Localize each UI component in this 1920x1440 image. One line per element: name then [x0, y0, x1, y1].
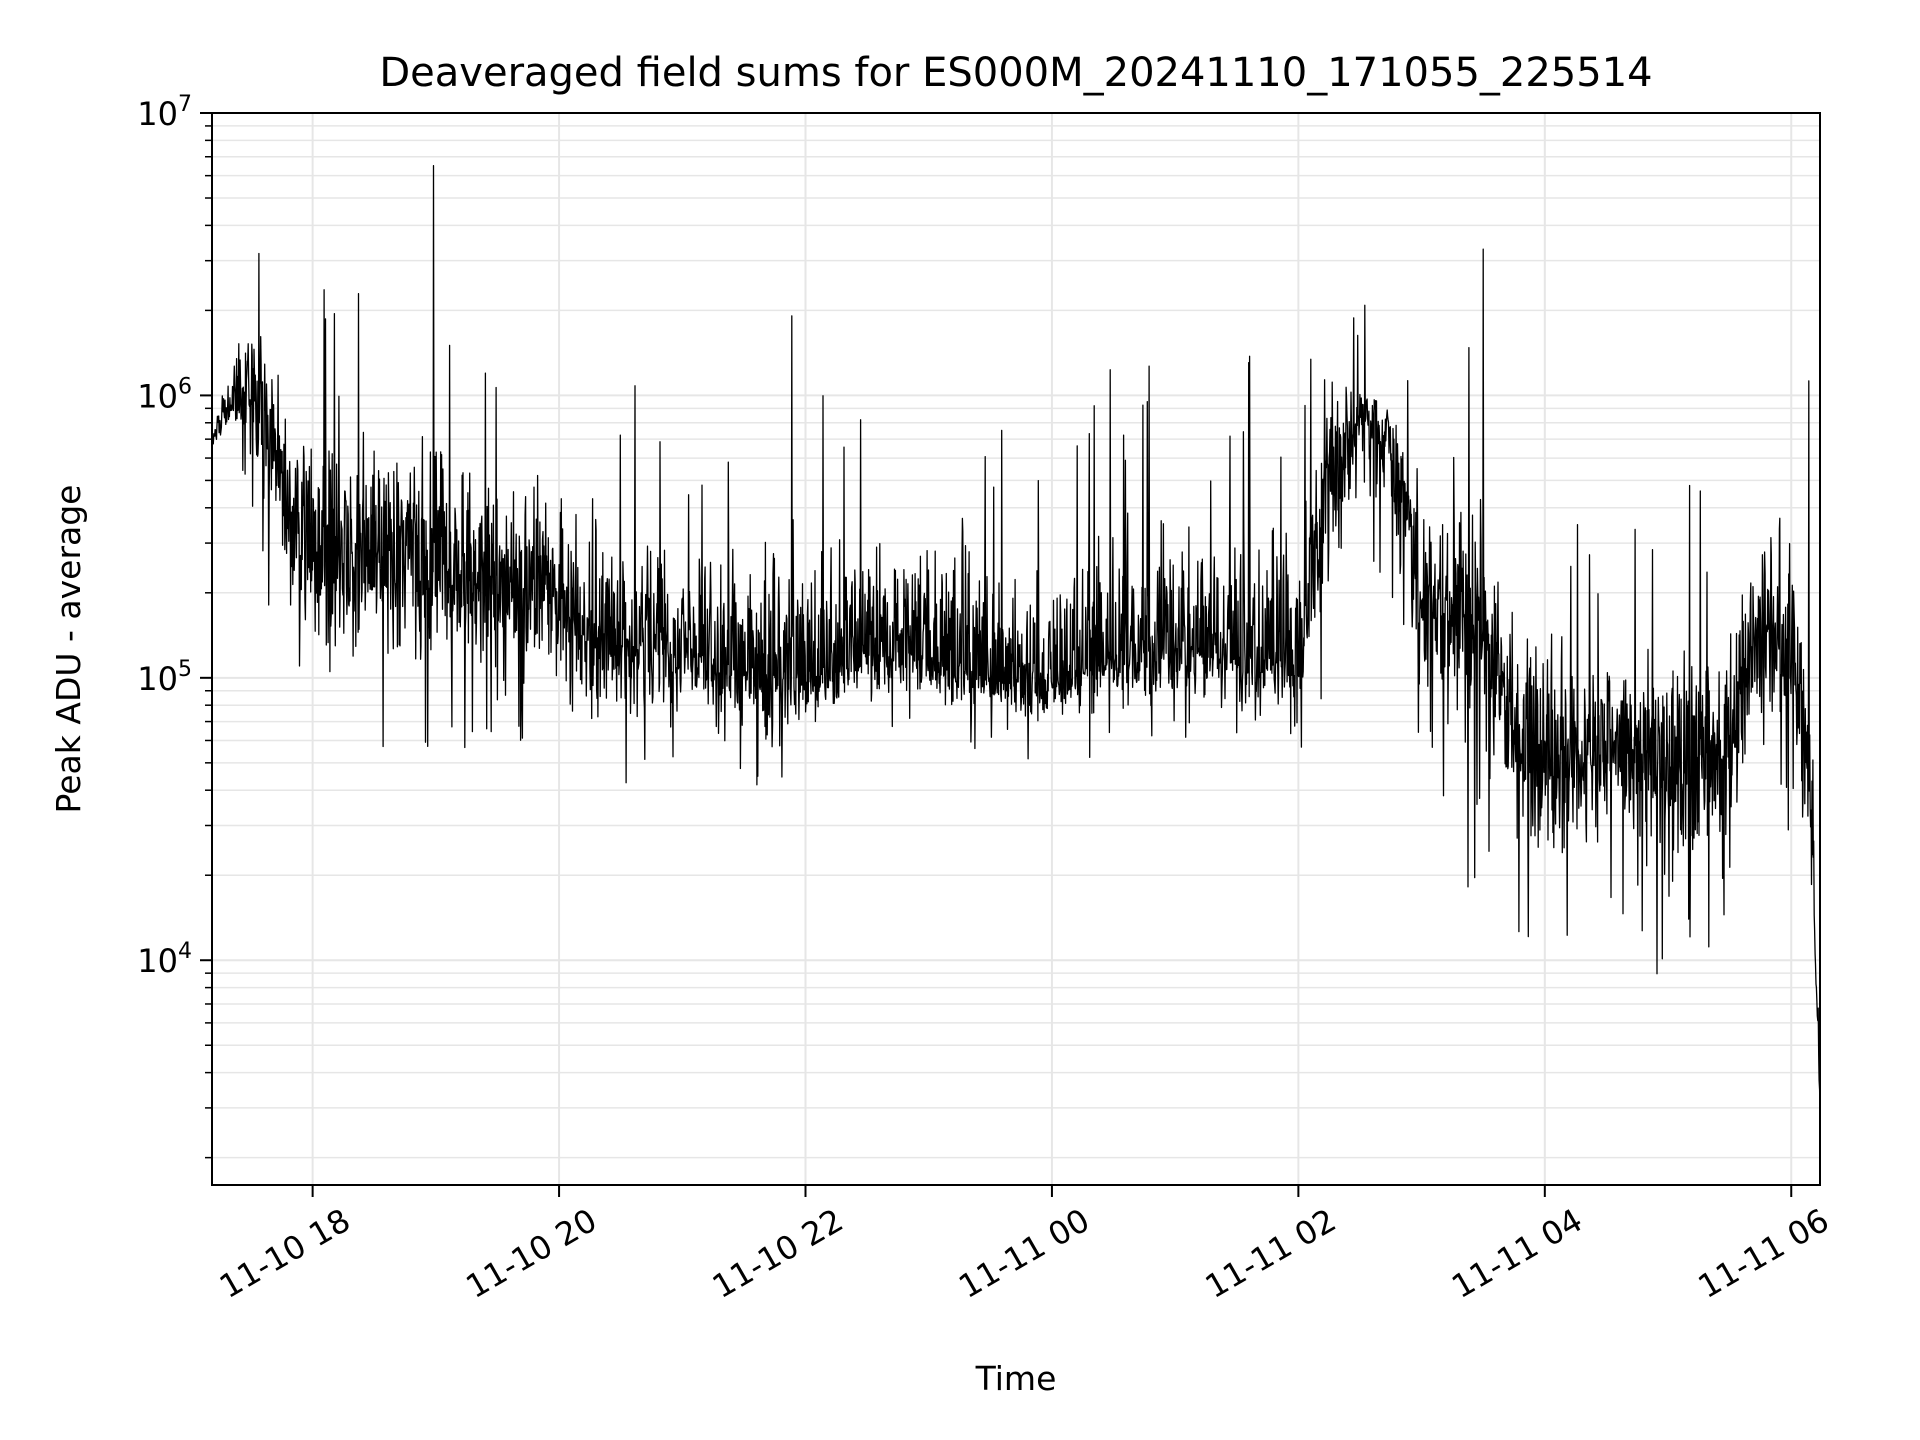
plot-area-frame	[211, 112, 1821, 1186]
y-axis-title: Peak ADU - average	[49, 485, 88, 814]
chart-title: Deaveraged field sums for ES000M_2024111…	[379, 50, 1652, 96]
y-tick-exponent: 4	[178, 939, 192, 964]
y-tick-label: 107	[137, 92, 192, 133]
y-tick-exponent: 7	[178, 92, 192, 117]
series-line	[211, 165, 1821, 1115]
y-tick-exponent: 5	[178, 657, 192, 682]
y-tick-exponent: 6	[178, 374, 192, 399]
series-layer	[211, 165, 1821, 1115]
x-axis-title: Time	[975, 1359, 1057, 1398]
